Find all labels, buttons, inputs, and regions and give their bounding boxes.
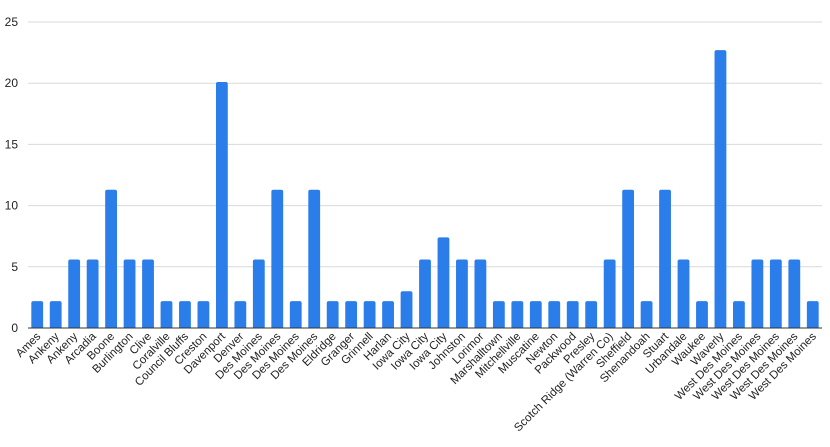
bar: [382, 301, 394, 328]
y-tick-label: 20: [5, 76, 19, 90]
y-tick-label: 0: [11, 321, 18, 335]
bar: [197, 301, 210, 328]
bar: [769, 259, 782, 328]
bar: [548, 301, 561, 328]
bar: [751, 259, 764, 328]
y-tick-label: 15: [5, 137, 19, 151]
bar: [696, 301, 708, 328]
bar: [123, 259, 136, 328]
bar: [142, 259, 154, 328]
bar: [714, 50, 727, 328]
bar: [31, 301, 44, 328]
bar: [419, 259, 431, 328]
bar: [345, 301, 358, 328]
bar: [585, 301, 598, 328]
bar: [640, 301, 653, 328]
y-tick-labels: 0 5 10 15 20 25: [5, 15, 19, 335]
bar: [677, 259, 690, 328]
bar: [437, 237, 450, 328]
y-tick-label: 5: [11, 260, 18, 274]
y-tick-label: 10: [5, 199, 19, 213]
y-tick-label: 25: [5, 15, 19, 29]
bar: [160, 301, 173, 328]
bar: [566, 301, 579, 328]
bar: [732, 301, 745, 328]
bar: [308, 189, 321, 328]
bar: [105, 189, 118, 328]
bar: [529, 301, 542, 328]
bar: [456, 259, 468, 328]
bar: [271, 189, 284, 328]
bar: [622, 189, 635, 328]
bar: [363, 301, 376, 328]
bar: [215, 81, 228, 328]
bar: [326, 301, 339, 328]
bar: [86, 259, 99, 328]
bar: [289, 301, 302, 328]
bar: [68, 259, 81, 328]
x-tick-labels: AmesAnkenyAnkenyArcadiaBooneBurlingtonCl…: [14, 330, 819, 434]
bar: [49, 301, 62, 328]
bar: [492, 301, 505, 328]
bar: [511, 301, 524, 328]
bars: [31, 50, 819, 328]
bar: [252, 259, 265, 328]
gridlines: [28, 21, 822, 268]
bar: [659, 189, 671, 328]
bar: [788, 259, 801, 328]
bar: [474, 259, 487, 328]
bar: [179, 301, 191, 328]
bar: [603, 259, 616, 328]
bar: [806, 301, 819, 328]
bar: [234, 301, 247, 328]
bar: [400, 291, 413, 328]
